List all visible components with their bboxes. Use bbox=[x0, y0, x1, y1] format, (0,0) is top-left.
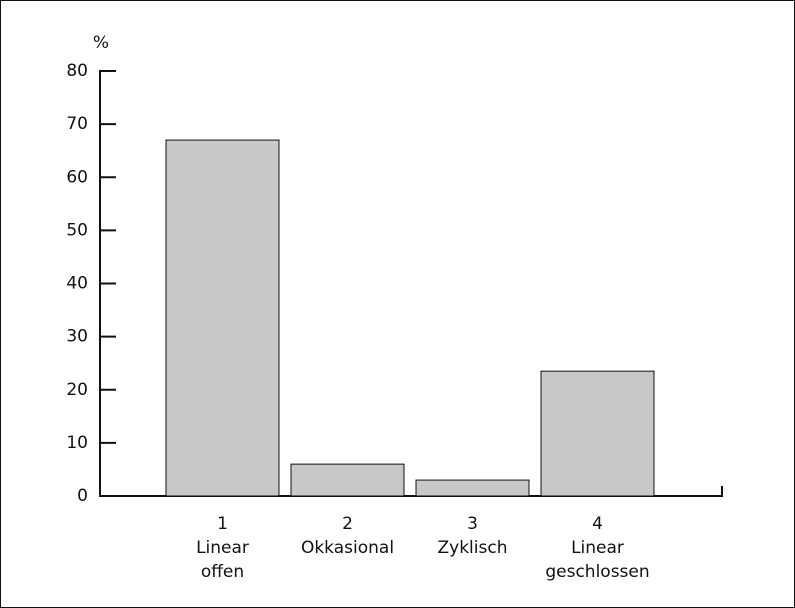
x-tick-label: Zyklisch bbox=[438, 538, 508, 558]
y-tick-label: 10 bbox=[66, 433, 88, 453]
bar bbox=[165, 139, 280, 497]
bar bbox=[540, 370, 655, 497]
x-tick-label: Linear bbox=[196, 538, 249, 558]
y-tick-label: 40 bbox=[66, 274, 88, 294]
x-tick-label: Okkasional bbox=[301, 538, 394, 558]
x-tick-label: 2 bbox=[342, 514, 353, 534]
y-axis-label: % bbox=[93, 33, 109, 53]
y-tick-label: 80 bbox=[66, 61, 88, 81]
x-tick-label: Linear bbox=[571, 538, 624, 558]
x-tick-label: 3 bbox=[467, 514, 478, 534]
y-tick-label: 70 bbox=[66, 114, 88, 134]
x-tick-label: offen bbox=[201, 562, 244, 582]
bar bbox=[415, 479, 530, 497]
bar bbox=[290, 463, 405, 497]
y-tick-label: 50 bbox=[66, 220, 88, 240]
x-tick-label: 4 bbox=[592, 514, 603, 534]
y-tick-label: 20 bbox=[66, 380, 88, 400]
y-tick-label: 30 bbox=[66, 327, 88, 347]
x-tick-label: geschlossen bbox=[545, 562, 649, 582]
x-tick-label: 1 bbox=[217, 514, 228, 534]
y-tick-label: 0 bbox=[77, 486, 88, 506]
y-tick-label: 60 bbox=[66, 167, 88, 187]
